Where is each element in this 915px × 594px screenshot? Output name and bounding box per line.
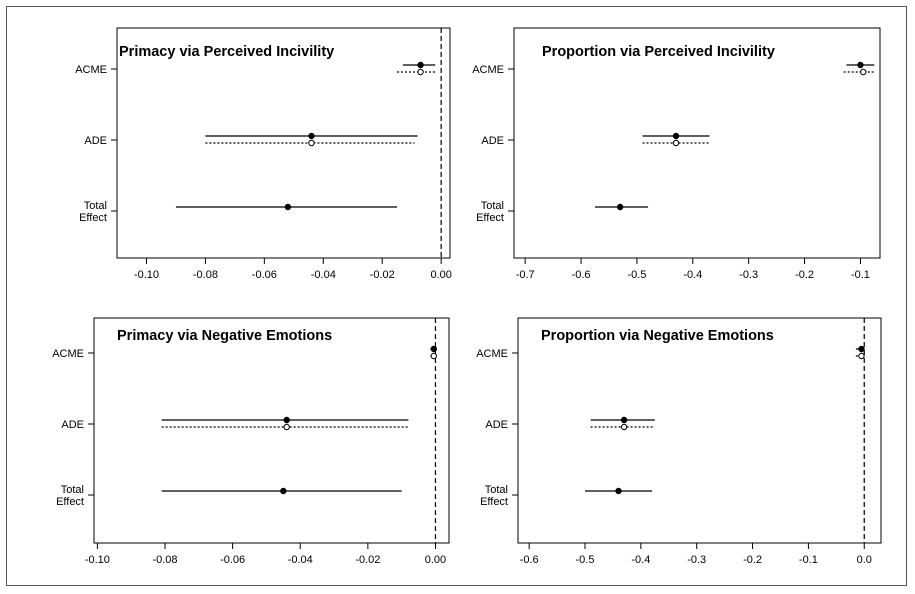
y-tick-label: Total Effect bbox=[480, 484, 508, 508]
filled-point-estimate bbox=[284, 203, 292, 211]
y-tick-label: ADE bbox=[481, 135, 504, 147]
plot-box bbox=[93, 317, 450, 544]
y-tick-label: Total Effect bbox=[79, 200, 107, 224]
open-point-estimate bbox=[430, 352, 437, 360]
open-point-estimate bbox=[417, 68, 424, 76]
x-tick-label: -0.3 bbox=[739, 269, 758, 281]
y-tick-label-line: Effect bbox=[56, 496, 84, 508]
filled-point-estimate bbox=[620, 416, 628, 424]
panel-title: Proportion via Perceived Incivility bbox=[542, 44, 775, 60]
y-tick-label-line: Total bbox=[61, 484, 84, 496]
x-tick-label: 0.00 bbox=[430, 269, 451, 281]
x-tick-label: -0.3 bbox=[687, 554, 706, 566]
x-tick-label: -0.2 bbox=[795, 269, 814, 281]
plot-box bbox=[513, 27, 881, 259]
x-tick-label: -0.1 bbox=[799, 554, 818, 566]
open-point-estimate bbox=[672, 139, 680, 147]
y-tick-label: ADE bbox=[485, 419, 508, 431]
y-tick-label-line: Effect bbox=[480, 496, 508, 508]
x-tick-label: 0.0 bbox=[857, 554, 872, 566]
plot-box bbox=[116, 27, 451, 259]
x-tick-label: -0.08 bbox=[193, 269, 218, 281]
panel-title: Proportion via Negative Emotions bbox=[541, 328, 774, 344]
x-tick-label: -0.02 bbox=[355, 554, 380, 566]
panel-3: Primacy via Negative Emotions -0.10 -0.08 -… bbox=[52, 317, 450, 566]
x-tick-label: -0.04 bbox=[311, 269, 336, 281]
x-tick-label: -0.10 bbox=[134, 269, 159, 281]
figure-frame bbox=[6, 6, 907, 586]
x-tick-label: -0.06 bbox=[252, 269, 277, 281]
y-tick-label: ACME bbox=[476, 348, 508, 360]
y-tick-label: ADE bbox=[84, 135, 107, 147]
x-tick-label: -0.08 bbox=[152, 554, 177, 566]
panel-title: Primacy via Negative Emotions bbox=[117, 328, 332, 344]
x-tick-label: -0.1 bbox=[851, 269, 870, 281]
filled-point-estimate bbox=[417, 61, 424, 69]
x-tick-label: 0.00 bbox=[425, 554, 446, 566]
open-point-estimate bbox=[620, 423, 628, 431]
x-tick-label: -0.6 bbox=[572, 269, 591, 281]
y-tick-label-line: Total bbox=[481, 200, 504, 212]
x-tick-label: -0.4 bbox=[631, 554, 650, 566]
x-tick-label: -0.02 bbox=[370, 269, 395, 281]
filled-point-estimate bbox=[430, 345, 437, 353]
x-tick-label: -0.5 bbox=[576, 554, 595, 566]
filled-point-estimate bbox=[857, 61, 864, 69]
x-tick-label: -0.6 bbox=[520, 554, 539, 566]
x-tick-label: -0.2 bbox=[743, 554, 762, 566]
filled-point-estimate bbox=[280, 487, 287, 495]
open-point-estimate bbox=[283, 423, 290, 431]
x-tick-label: -0.10 bbox=[85, 554, 110, 566]
filled-point-estimate bbox=[283, 416, 290, 424]
x-tick-label: -0.04 bbox=[288, 554, 313, 566]
y-tick-label: ACME bbox=[472, 64, 504, 76]
y-tick-label-line: Effect bbox=[79, 212, 107, 224]
y-tick-label-line: Total bbox=[485, 484, 508, 496]
plot-box bbox=[517, 317, 882, 544]
y-tick-label: Total Effect bbox=[476, 200, 504, 224]
x-tick-label: -0.4 bbox=[683, 269, 702, 281]
x-tick-label: -0.06 bbox=[220, 554, 245, 566]
filled-point-estimate bbox=[615, 487, 622, 495]
y-tick-label: ADE bbox=[61, 419, 84, 431]
y-tick-label-line: Effect bbox=[476, 212, 504, 224]
open-point-estimate bbox=[858, 352, 865, 360]
filled-point-estimate bbox=[672, 132, 680, 140]
x-tick-label: -0.7 bbox=[516, 269, 535, 281]
y-tick-label: Total Effect bbox=[56, 484, 84, 508]
filled-point-estimate bbox=[308, 132, 315, 140]
y-tick-label: ACME bbox=[75, 64, 107, 76]
open-point-estimate bbox=[860, 68, 867, 76]
panel-1: Primacy via Perceived Incivility -0.10 -0.… bbox=[75, 27, 452, 281]
panel-4: Proportion via Negative Emotions -0.6 -0.5… bbox=[476, 317, 882, 566]
panel-title: Primacy via Perceived Incivility bbox=[119, 44, 334, 60]
open-point-estimate bbox=[308, 139, 315, 147]
filled-point-estimate bbox=[858, 345, 865, 353]
y-tick-label-line: Total bbox=[84, 200, 107, 212]
y-tick-label: ACME bbox=[52, 348, 84, 360]
filled-point-estimate bbox=[616, 203, 624, 211]
x-tick-label: -0.5 bbox=[627, 269, 646, 281]
panel-2: Proportion via Perceived Incivility -0.7 -… bbox=[472, 27, 881, 281]
